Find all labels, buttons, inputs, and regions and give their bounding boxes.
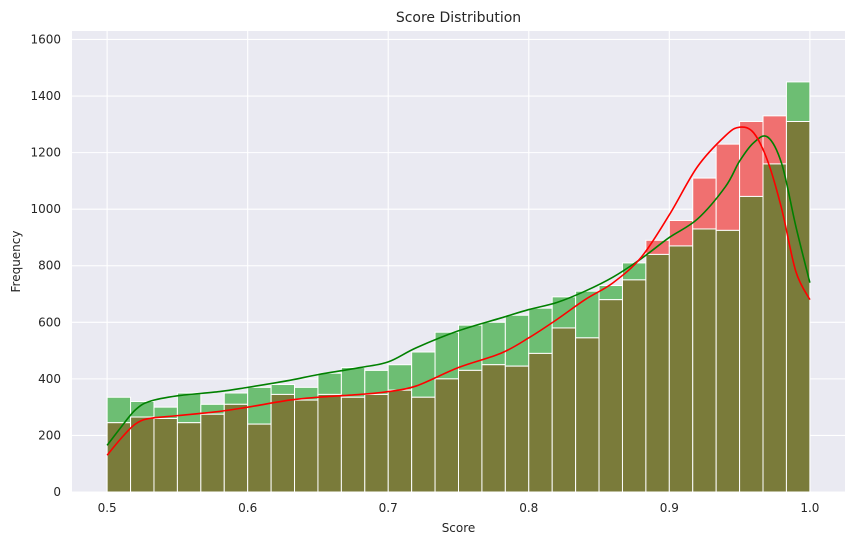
bar-red-series: [668, 219, 694, 247]
bar-overlap: [247, 423, 272, 493]
ticks-layer: 0.5 0.6 0.7 0.8 0.9 1.0 0 200 400 600 800 1000 1200 1…: [30, 32, 819, 515]
bar-green-series: [270, 384, 296, 395]
x-tick-label: 0.8: [519, 501, 538, 515]
bar-overlap: [481, 364, 506, 493]
bar-green-series: [340, 367, 366, 398]
kde-layer: [106, 126, 811, 456]
bar-overlap: [715, 229, 741, 493]
bar-overlap: [434, 378, 460, 493]
bar-green-series: [785, 81, 811, 123]
bar-overlap: [645, 253, 670, 493]
y-tick-label: 800: [38, 259, 61, 273]
bar-green-series: [176, 392, 202, 424]
bar-green-series: [223, 392, 249, 405]
bar-overlap: [364, 393, 389, 493]
bar-red-series: [739, 121, 764, 197]
bar-green-series: [364, 369, 389, 395]
y-tick-label: 1600: [30, 32, 61, 46]
bar-green-series: [598, 285, 623, 301]
bar-green-series: [317, 372, 342, 395]
y-tick-label: 400: [38, 372, 61, 386]
y-tick-label: 1200: [30, 146, 61, 160]
bar-overlap: [106, 422, 132, 493]
bar-red-series: [715, 143, 741, 231]
y-axis-title: Frequency: [9, 231, 23, 293]
bar-overlap: [692, 228, 717, 493]
x-tick-label: 0.7: [379, 501, 398, 515]
bar-overlap: [458, 369, 483, 493]
bar-green-series: [551, 296, 577, 329]
bar-overlap: [598, 299, 623, 493]
bar-overlap: [504, 365, 530, 493]
x-tick-label: 0.5: [98, 501, 117, 515]
bar-overlap: [340, 396, 366, 493]
y-tick-label: 0: [53, 485, 61, 499]
x-tick-label: 0.6: [238, 501, 257, 515]
y-tick-label: 200: [38, 428, 61, 442]
bar-green-series: [411, 351, 436, 398]
bar-overlap: [200, 413, 225, 493]
bar-overlap: [270, 393, 296, 493]
bar-overlap: [176, 422, 202, 493]
bar-overlap: [785, 121, 811, 493]
kde-line-green: [106, 135, 811, 446]
bar-overlap: [153, 417, 178, 493]
bar-overlap: [575, 337, 600, 493]
bars-layer: [106, 81, 811, 493]
y-tick-label: 1400: [30, 89, 61, 103]
y-tick-label: 1000: [30, 202, 61, 216]
x-tick-label: 0.9: [660, 501, 679, 515]
x-axis-title: Score: [442, 521, 476, 535]
bar-overlap: [621, 279, 647, 493]
bar-overlap: [528, 352, 553, 493]
bar-green-series: [387, 364, 413, 391]
bar-overlap: [387, 389, 413, 493]
bar-overlap: [739, 195, 764, 493]
x-tick-label: 1.0: [800, 501, 819, 515]
bar-overlap: [294, 399, 319, 493]
bar-overlap: [223, 403, 249, 493]
bar-overlap: [411, 396, 436, 493]
kde-line-red: [106, 126, 811, 456]
y-tick-label: 600: [38, 315, 61, 329]
chart-title: Score Distribution: [396, 10, 521, 26]
bar-overlap: [130, 416, 155, 493]
bar-overlap: [317, 393, 342, 493]
bar-overlap: [551, 327, 577, 493]
bar-overlap: [668, 245, 694, 493]
